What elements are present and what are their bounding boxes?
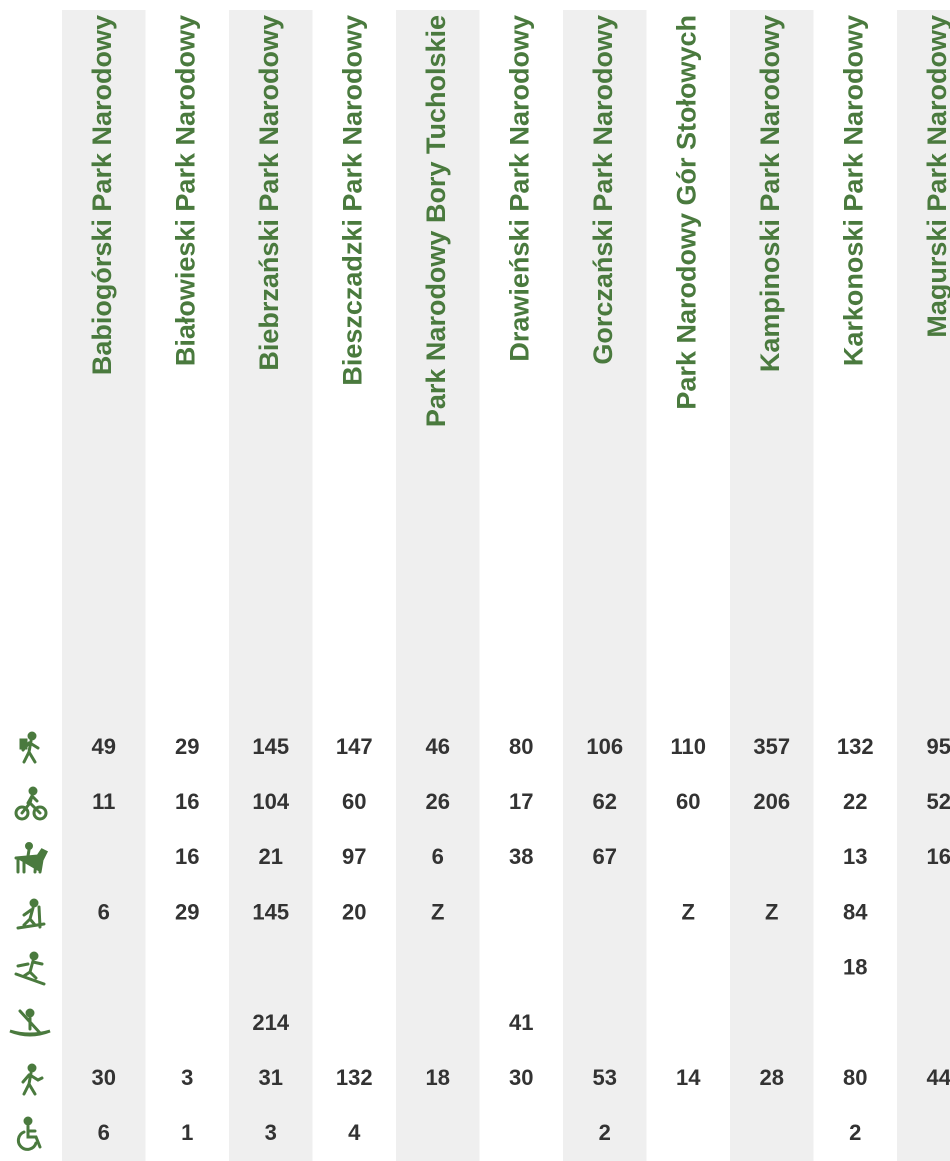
column-header: Kampinoski Park Narodowy xyxy=(755,15,785,372)
cell: 28 xyxy=(760,1065,784,1090)
cell: 3 xyxy=(181,1065,193,1090)
cell: 16 xyxy=(175,789,199,814)
cell: 84 xyxy=(843,899,868,924)
cell: 11 xyxy=(92,789,115,814)
icon-accessible xyxy=(16,1116,42,1151)
cell: 18 xyxy=(843,955,867,980)
cell: 145 xyxy=(252,899,289,924)
cell: 29 xyxy=(175,734,199,759)
cell: 46 xyxy=(426,734,450,759)
cell: 145 xyxy=(252,734,289,759)
cell: 26 xyxy=(426,789,450,814)
cell: 357 xyxy=(753,734,790,759)
cell: 104 xyxy=(252,789,289,814)
cell: 20 xyxy=(342,899,366,924)
cell: 80 xyxy=(509,734,533,759)
cell: Z xyxy=(682,899,695,924)
icon-hiking xyxy=(19,731,40,764)
column-header: Park Narodowy Bory Tucholskie xyxy=(421,15,451,427)
cell: 60 xyxy=(676,789,700,814)
cell: Z xyxy=(431,899,444,924)
cell: 29 xyxy=(175,899,199,924)
cell: 52 xyxy=(927,789,950,814)
cell: 38 xyxy=(509,844,533,869)
cell: Z xyxy=(765,899,778,924)
cell: 132 xyxy=(336,1065,373,1090)
column-header: Bieszczadzki Park Narodowy xyxy=(337,15,367,386)
column-band xyxy=(730,10,814,1161)
column-band xyxy=(62,10,146,1161)
cell: 6 xyxy=(98,899,110,924)
column-shading xyxy=(62,10,950,1161)
cell: 17 xyxy=(509,789,533,814)
cell: 41 xyxy=(509,1010,533,1035)
cell: 14 xyxy=(676,1065,701,1090)
column-header: Park Narodowy Gór Stołowych xyxy=(671,15,701,410)
icon-horse xyxy=(14,842,49,874)
cell: 6 xyxy=(98,1120,110,1145)
cell: 18 xyxy=(426,1065,450,1090)
cell: 6 xyxy=(432,844,444,869)
cell: 3 xyxy=(265,1120,277,1145)
column-header: Białowieski Park Narodowy xyxy=(170,15,200,366)
column-header: Babiogórski Park Narodowy xyxy=(87,15,117,375)
column-band xyxy=(563,10,647,1161)
cell: 31 xyxy=(259,1065,283,1090)
cell: 80 xyxy=(843,1065,867,1090)
row-icons xyxy=(9,731,51,1151)
cell: 21 xyxy=(259,844,283,869)
cell: 206 xyxy=(753,789,790,814)
icon-downhill-ski xyxy=(14,951,46,986)
column-header: Gorczański Park Narodowy xyxy=(588,15,618,365)
cell: 2 xyxy=(599,1120,611,1145)
cell: 4 xyxy=(348,1120,361,1145)
cell: 106 xyxy=(586,734,623,759)
column-header: Karkonoski Park Narodowy xyxy=(838,15,868,366)
cell: 30 xyxy=(509,1065,533,1090)
cell: 132 xyxy=(837,734,874,759)
icon-nordic-walking xyxy=(21,1063,44,1096)
cell: 62 xyxy=(593,789,617,814)
cell: 67 xyxy=(593,844,617,869)
icon-ski-touring xyxy=(16,898,46,930)
cell: 110 xyxy=(671,734,707,759)
icon-bike xyxy=(14,786,48,821)
column-header: Drawieński Park Narodowy xyxy=(504,15,534,362)
column-band xyxy=(897,10,950,1161)
column-header: Magurski Park Narodowy xyxy=(922,15,950,338)
cell: 49 xyxy=(92,734,116,759)
cell: 13 xyxy=(843,844,867,869)
cell: 16 xyxy=(927,844,950,869)
cell: 147 xyxy=(336,734,373,759)
cell: 2 xyxy=(849,1120,861,1145)
cell: 60 xyxy=(342,789,366,814)
cell: 44 xyxy=(927,1065,950,1090)
cell: 1 xyxy=(181,1120,193,1145)
column-band xyxy=(229,10,313,1161)
icon-kayak xyxy=(9,1008,51,1037)
cell: 16 xyxy=(175,844,199,869)
cell: 30 xyxy=(92,1065,116,1090)
column-header: Biebrzański Park Narodowy xyxy=(254,15,284,371)
cell: 95 xyxy=(927,734,950,759)
cell: 22 xyxy=(843,789,867,814)
cell: 214 xyxy=(252,1010,289,1035)
cell: 53 xyxy=(593,1065,617,1090)
cell: 97 xyxy=(342,844,366,869)
column-band xyxy=(396,10,480,1161)
